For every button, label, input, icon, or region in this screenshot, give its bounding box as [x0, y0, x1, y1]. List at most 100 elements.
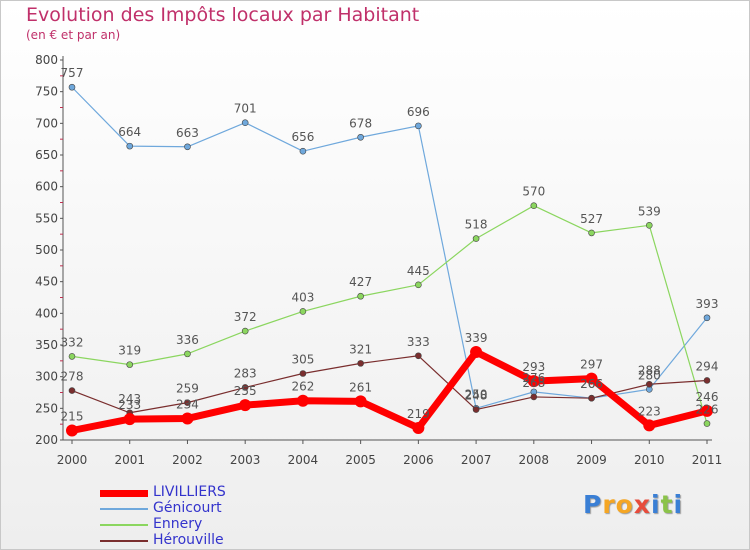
data-point — [66, 424, 78, 437]
legend-label: Génicourt — [153, 500, 222, 516]
data-label: 268 — [522, 376, 545, 390]
data-point — [412, 421, 425, 434]
data-point — [184, 399, 191, 406]
legend-label: Hérouville — [153, 532, 224, 548]
data-point — [470, 345, 483, 358]
data-point — [472, 406, 480, 413]
data-point — [299, 147, 307, 155]
data-label: 664 — [118, 125, 141, 139]
data-point — [123, 413, 136, 426]
data-point — [68, 83, 76, 91]
data-point — [585, 372, 598, 385]
y-tick-label: 550 — [35, 211, 58, 225]
data-label: 297 — [580, 358, 603, 372]
series-line-1 — [71, 86, 708, 409]
data-label: 527 — [580, 212, 603, 226]
data-label: 262 — [291, 380, 314, 394]
data-label: 243 — [118, 392, 141, 406]
x-tick-label: 2003 — [230, 453, 261, 467]
data-point — [703, 377, 711, 384]
data-label: 570 — [522, 185, 545, 199]
logo-letter: o — [615, 490, 634, 519]
data-label: 757 — [61, 66, 84, 80]
data-label: 280 — [638, 368, 661, 382]
data-point — [354, 395, 367, 408]
data-point — [703, 314, 711, 322]
data-label: 288 — [638, 363, 661, 377]
data-point — [357, 292, 364, 300]
data-label: 266 — [580, 377, 603, 391]
data-point — [645, 222, 653, 229]
data-point — [299, 308, 307, 315]
data-label: 319 — [118, 344, 141, 358]
data-point — [126, 142, 134, 150]
legend-swatch — [100, 524, 148, 526]
series-layer — [66, 83, 713, 437]
data-label: 261 — [349, 380, 372, 394]
data-label: 215 — [61, 410, 84, 424]
legend-swatch — [100, 508, 148, 510]
data-label: 333 — [407, 335, 430, 349]
y-tick-label: 500 — [35, 243, 58, 257]
data-label: 276 — [522, 371, 545, 385]
data-point — [530, 393, 538, 401]
x-tick-label: 2008 — [519, 453, 550, 467]
data-point — [415, 352, 422, 360]
y-tick-label: 700 — [35, 116, 58, 130]
data-point — [645, 380, 653, 388]
series-line-2 — [71, 205, 708, 425]
y-tick-label: 250 — [35, 401, 58, 415]
data-label: 332 — [61, 335, 84, 349]
data-point — [241, 327, 249, 335]
data-label: 696 — [407, 105, 430, 119]
chart-subtitle: (en € et par an) — [26, 28, 121, 42]
x-tick-label: 2007 — [461, 453, 492, 467]
x-tick-label: 2009 — [576, 453, 607, 467]
data-point — [241, 384, 249, 391]
data-point — [296, 394, 309, 407]
logo-letter: P — [583, 490, 603, 519]
data-point — [184, 350, 191, 358]
logo-letter: i — [651, 490, 661, 519]
data-label: 701 — [234, 102, 257, 116]
data-label: 321 — [349, 342, 372, 356]
data-point — [241, 119, 249, 126]
series-line-0 — [68, 348, 711, 434]
data-label: 250 — [465, 387, 488, 401]
y-tick-label: 350 — [35, 338, 58, 352]
data-point — [184, 143, 191, 151]
x-tick-label: 2011 — [692, 453, 723, 467]
data-point — [239, 399, 252, 412]
chart-axes: 200 250 300 350 400 450 500 550 600 650 700 750 800 2… — [35, 53, 722, 467]
series-line-3 — [71, 355, 708, 414]
data-label: 219 — [407, 407, 430, 421]
data-point — [299, 370, 307, 377]
data-label: 278 — [61, 370, 84, 384]
logo-letter: x — [633, 490, 651, 519]
y-tick-label: 450 — [35, 275, 58, 289]
y-tick-label: 750 — [35, 85, 58, 99]
logo-letter: t — [660, 490, 674, 519]
data-label: 226 — [696, 403, 719, 417]
data-point — [357, 133, 364, 141]
data-point — [68, 353, 76, 360]
data-label: 663 — [176, 126, 199, 140]
data-label: 233 — [118, 398, 141, 412]
data-point — [530, 202, 538, 209]
chart-title: Evolution des Impôts locaux par Habitant — [26, 4, 420, 26]
data-label: 372 — [234, 310, 257, 324]
data-label: 234 — [176, 397, 199, 411]
data-label: 656 — [291, 130, 314, 144]
data-point — [703, 420, 711, 427]
data-label: 255 — [234, 384, 257, 398]
x-tick-label: 2005 — [345, 453, 376, 467]
data-point — [588, 229, 595, 237]
data-point — [415, 281, 422, 289]
data-point — [415, 122, 422, 130]
proxiti-logo: Proxiti — [583, 490, 683, 519]
legend-label: LIVILLIERS — [153, 484, 226, 500]
data-point — [701, 404, 713, 417]
x-tick-label: 2000 — [57, 453, 88, 467]
data-label: 336 — [176, 333, 199, 347]
